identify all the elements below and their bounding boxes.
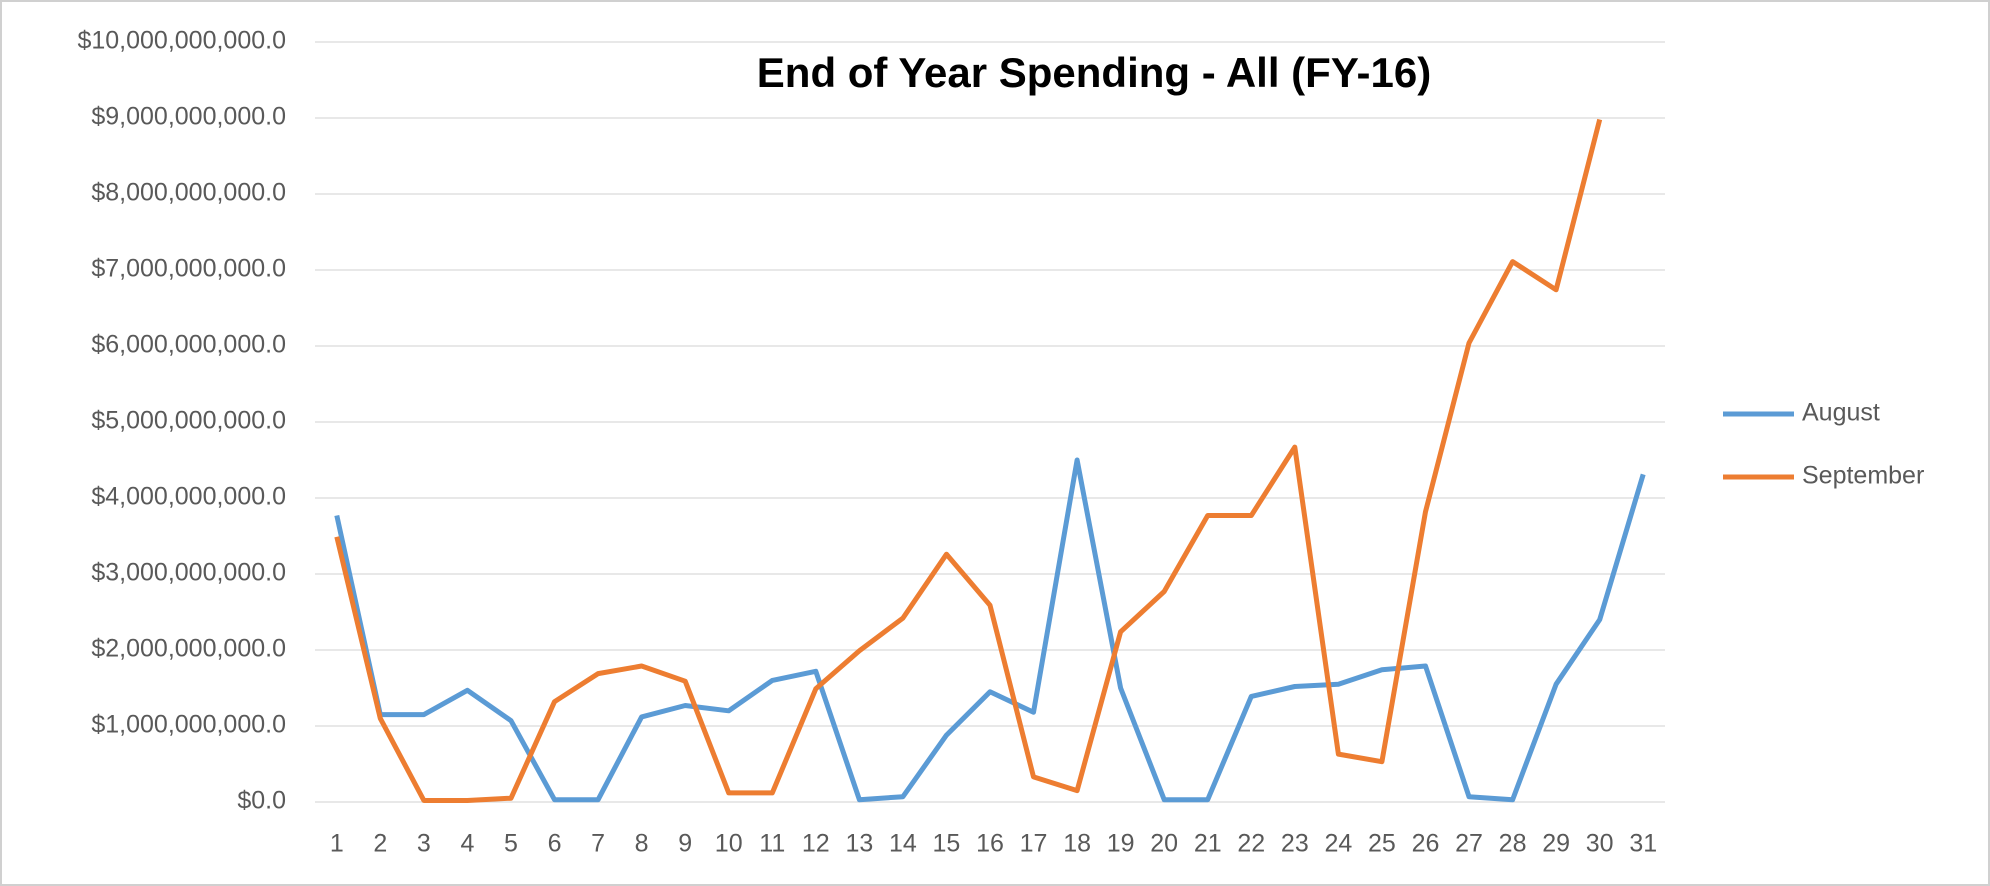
x-tick-label: 27 bbox=[1455, 830, 1483, 858]
x-tick-label: 2 bbox=[373, 830, 387, 858]
x-tick-label: 18 bbox=[1063, 830, 1091, 858]
x-tick-label: 11 bbox=[759, 830, 785, 858]
x-tick-label: 4 bbox=[460, 830, 474, 858]
x-tick-label: 19 bbox=[1107, 830, 1135, 858]
x-tick-label: 25 bbox=[1368, 830, 1396, 858]
x-tick-label: 30 bbox=[1586, 830, 1614, 858]
x-tick-label: 13 bbox=[845, 830, 873, 858]
y-tick-label: $1,000,000,000.0 bbox=[91, 711, 286, 739]
legend-label: September bbox=[1802, 462, 1924, 490]
x-tick-label: 5 bbox=[504, 830, 518, 858]
x-tick-label: 31 bbox=[1629, 830, 1657, 858]
x-tick-label: 23 bbox=[1281, 830, 1309, 858]
x-tick-label: 14 bbox=[889, 830, 917, 858]
series-line bbox=[334, 457, 1646, 803]
x-tick-label: 17 bbox=[1020, 830, 1048, 858]
series-line bbox=[334, 118, 1603, 803]
x-tick-label: 12 bbox=[802, 830, 830, 858]
x-tick-label: 9 bbox=[678, 830, 692, 858]
y-tick-label: $5,000,000,000.0 bbox=[91, 407, 286, 435]
x-tick-label: 1 bbox=[330, 830, 344, 858]
chart-title: End of Year Spending - All (FY-16) bbox=[757, 49, 1431, 96]
y-tick-label: $10,000,000,000.0 bbox=[77, 27, 286, 55]
y-tick-label: $7,000,000,000.0 bbox=[91, 255, 286, 283]
x-tick-label: 21 bbox=[1194, 830, 1222, 858]
x-tick-label: 15 bbox=[933, 830, 961, 858]
x-tick-label: 28 bbox=[1499, 830, 1527, 858]
y-tick-label: $9,000,000,000.0 bbox=[91, 103, 286, 131]
y-tick-label: $4,000,000,000.0 bbox=[91, 483, 286, 511]
y-tick-label: $2,000,000,000.0 bbox=[91, 635, 286, 663]
x-tick-label: 24 bbox=[1324, 830, 1352, 858]
y-tick-label: $3,000,000,000.0 bbox=[91, 559, 286, 587]
x-tick-label: 6 bbox=[548, 830, 562, 858]
x-tick-label: 10 bbox=[715, 830, 743, 858]
y-tick-label: $8,000,000,000.0 bbox=[91, 179, 286, 207]
x-tick-label: 26 bbox=[1412, 830, 1440, 858]
x-tick-label: 7 bbox=[591, 830, 605, 858]
x-tick-label: 3 bbox=[417, 830, 431, 858]
x-tick-label: 22 bbox=[1237, 830, 1265, 858]
x-tick-label: 16 bbox=[976, 830, 1004, 858]
legend-label: August bbox=[1802, 399, 1880, 427]
x-tick-label: 29 bbox=[1542, 830, 1570, 858]
x-tick-label: 8 bbox=[635, 830, 649, 858]
x-tick-label: 20 bbox=[1150, 830, 1178, 858]
y-tick-label: $0.0 bbox=[237, 787, 286, 815]
y-tick-label: $6,000,000,000.0 bbox=[91, 331, 286, 359]
